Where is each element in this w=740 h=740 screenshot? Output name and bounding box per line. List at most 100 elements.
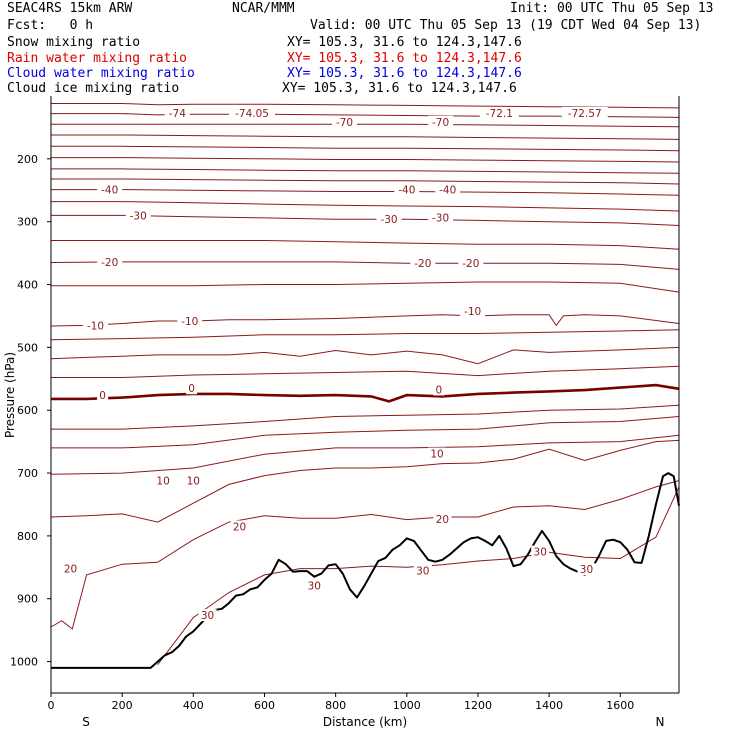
contour-label-bg [229, 106, 276, 119]
contour-label-bg [125, 209, 151, 222]
contour-label-bg [577, 563, 596, 576]
contour-label-group: -74 -74.05 -70 -70 -72.1 -72.57 -40 -40 -40 -30 -3… [61, 106, 608, 622]
contour-label: 0 [99, 390, 106, 402]
x-tick-label: 200 [112, 699, 133, 712]
contour-label-bg [332, 115, 358, 128]
contour-label-bg [305, 579, 324, 592]
contour-label: -40 [101, 185, 118, 197]
y-tick-label: 900 [17, 593, 38, 606]
contour-label: 10 [430, 449, 443, 461]
contour-label: 30 [416, 565, 429, 577]
contour-label-bg [186, 382, 198, 395]
contour-label-bg [410, 257, 436, 270]
model-label: SEAC4RS 15km ARW [7, 1, 133, 16]
contour-label-bg [184, 474, 203, 487]
isotherm-line-minus-15 [51, 281, 680, 293]
field-cloudice-xy: XY= 105.3, 31.6 to 124.3,147.6 [282, 81, 517, 96]
contour-label-bg [97, 255, 123, 268]
isotherm-line-minus-25 [51, 240, 680, 250]
x-axis-title: Distance (km) [323, 715, 407, 729]
contour-label-bg [428, 447, 447, 460]
contour-label: -20 [101, 257, 118, 269]
x-tick-label: 1000 [393, 699, 421, 712]
contour-label-bg [394, 183, 420, 196]
contour-label: -10 [181, 316, 198, 328]
contour-label-bg [428, 115, 454, 128]
x-tick-label: 0 [48, 699, 55, 712]
init-label: Init: 00 UTC Thu 05 Sep 13 [510, 1, 714, 16]
isotherm-line-minus-4 [51, 365, 680, 378]
isotherm-line-minus-65 [51, 134, 680, 140]
contour-label: 30 [580, 564, 593, 576]
contour-label-bg [433, 383, 445, 396]
y-tick-label: 800 [17, 530, 38, 543]
contour-label-bg [479, 106, 519, 119]
x-tick-label: 1200 [464, 699, 492, 712]
contour-label: -40 [398, 185, 415, 197]
contour-label: -72.1 [486, 108, 513, 120]
contour-label: 20 [233, 521, 246, 533]
contour-label-bg [97, 183, 123, 196]
y-tick-label: 700 [17, 467, 38, 480]
contour-label-bg [435, 183, 461, 196]
isotherm-line-minus-2 [51, 404, 680, 430]
field-snow-label: Snow mixing ratio [7, 35, 141, 50]
isotherm-line-minus-8 [50, 329, 680, 341]
isotherm-line-0 [51, 383, 680, 403]
contour-label: -30 [130, 210, 147, 222]
isotherm-line-minus-60 [51, 145, 680, 152]
contour-label-bg [230, 520, 249, 533]
field-rain-xy: XY= 105.3, 31.6 to 124.3,147.6 [287, 51, 522, 66]
isotherm-line-minus-30 [51, 214, 680, 226]
contour-label: 30 [201, 610, 214, 622]
x-tick-label: 400 [183, 699, 204, 712]
y-tick-label: 200 [17, 153, 38, 166]
isotherm-line-minus-70 [51, 123, 680, 128]
isotherm-line-20 [50, 480, 680, 630]
isotherm-line-10 [50, 439, 680, 523]
contour-label: -20 [414, 258, 431, 270]
isotherm-line-minus-45 [51, 178, 680, 185]
contour-label-bg [561, 106, 608, 119]
contour-label: 20 [64, 564, 77, 576]
contour-label: 10 [156, 476, 169, 488]
contour-label-bg [97, 389, 109, 402]
x-tick-label: 1400 [535, 699, 563, 712]
isotherm-line-minus-35 [51, 201, 680, 212]
y-tick-label: 600 [17, 404, 38, 417]
isotherm-contours [50, 103, 680, 666]
contour-label: -30 [432, 212, 449, 224]
contour-label: 0 [188, 383, 195, 395]
contour-label: 30 [534, 547, 547, 559]
contour-label: -70 [336, 117, 353, 129]
contour-label-bg [198, 609, 217, 622]
contour-label-bg [428, 211, 454, 224]
y-tick-label: 1000 [10, 656, 38, 669]
isotherm-line-2 [51, 416, 680, 449]
contour-label: -10 [464, 306, 481, 318]
contour-label: -20 [462, 258, 479, 270]
contour-label: 0 [435, 384, 442, 396]
isotherm-line-minus-74 [51, 103, 680, 109]
field-snow-xy: XY= 105.3, 31.6 to 124.3,147.6 [287, 35, 522, 50]
y-axis-title: Pressure (hPa) [3, 352, 17, 438]
y-tick-label: 400 [17, 279, 38, 292]
contour-label: 10 [187, 476, 200, 488]
x-tick-label: 800 [325, 699, 346, 712]
contour-label-bg [433, 512, 452, 525]
field-rain-label: Rain water mixing ratio [7, 51, 188, 66]
contour-label: -74 [169, 108, 186, 120]
field-cloudwater-xy: XY= 105.3, 31.6 to 124.3,147.6 [287, 66, 522, 81]
x-tick-label: 600 [254, 699, 275, 712]
center-label: NCAR/MMM [232, 1, 295, 16]
isotherm-line-minus-50 [51, 168, 680, 174]
valid-label: Valid: 00 UTC Thu 05 Sep 13 (19 CDT Wed … [310, 18, 702, 33]
contour-label-bg [376, 213, 402, 226]
isotherm-line-minus-40 [51, 189, 680, 196]
isotherm-line-minus-10 [50, 314, 680, 327]
x-axis-end-label: N [656, 715, 665, 729]
contour-label: -70 [432, 117, 449, 129]
